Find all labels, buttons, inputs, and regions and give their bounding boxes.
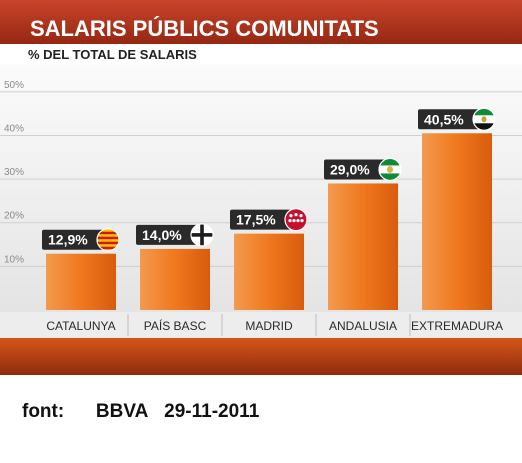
- data-label: 17,5%: [236, 212, 276, 228]
- source-line: font: BBVA 29-11-2011: [22, 401, 259, 431]
- data-label-box: [230, 209, 292, 230]
- basque-flag-icon: [190, 223, 214, 247]
- bar: [46, 253, 116, 310]
- data-label: 12,9%: [48, 232, 88, 248]
- header-band: [0, 0, 522, 50]
- andalusia-flag-icon: [378, 157, 402, 182]
- y-axis: 10% 20% 30% 40% 50%: [4, 80, 24, 266]
- bar: [140, 248, 210, 310]
- chart-subtitle: % DEL TOTAL DE SALARIS: [28, 47, 197, 62]
- category-strip: [0, 312, 522, 338]
- extremadura-flag-icon: [472, 107, 496, 131]
- subtitle-band: [0, 44, 522, 64]
- source-label: font:: [22, 401, 65, 422]
- y-tick-label: 40%: [4, 123, 24, 134]
- bar: [234, 233, 304, 310]
- category-label: EXTREMADURA: [411, 319, 503, 333]
- data-label: 14,0%: [142, 227, 182, 243]
- bars: 12,9% 14,0% 17,5% 29,0% 40,5%: [42, 107, 496, 310]
- category-label: PAÍS BASC: [144, 318, 207, 333]
- madrid-flag-icon: [284, 208, 308, 232]
- data-label: 40,5%: [424, 111, 464, 127]
- category-label: CATALUNYA: [46, 319, 115, 333]
- y-tick-label: 10%: [4, 254, 24, 265]
- category-labels: CATALUNYA PAÍS BASC MADRID ANDALUSIA EXTREMA…: [46, 314, 503, 336]
- source-date: 29-11-2011: [164, 401, 260, 422]
- data-label-box: [136, 224, 198, 245]
- data-label-box: [324, 159, 386, 180]
- chart-title: SALARIS PÚBLICS COMUNITATS: [30, 16, 379, 41]
- data-label-box: [42, 229, 104, 250]
- catalonia-flag-icon: [96, 228, 120, 252]
- chart-frame: SALARIS PÚBLICS COMUNITATS % DEL TOTAL D…: [0, 0, 522, 375]
- y-tick-label: 50%: [4, 80, 24, 91]
- bar: [328, 183, 398, 310]
- bar: [422, 133, 492, 310]
- source-publisher: BBVA: [95, 401, 149, 422]
- category-label: MADRID: [245, 319, 293, 333]
- category-label: ANDALUSIA: [329, 319, 397, 333]
- y-tick-label: 30%: [4, 167, 24, 178]
- footer-band: [0, 338, 522, 375]
- data-label: 29,0%: [330, 161, 370, 177]
- data-label-box: [418, 109, 480, 130]
- y-tick-label: 20%: [4, 211, 24, 222]
